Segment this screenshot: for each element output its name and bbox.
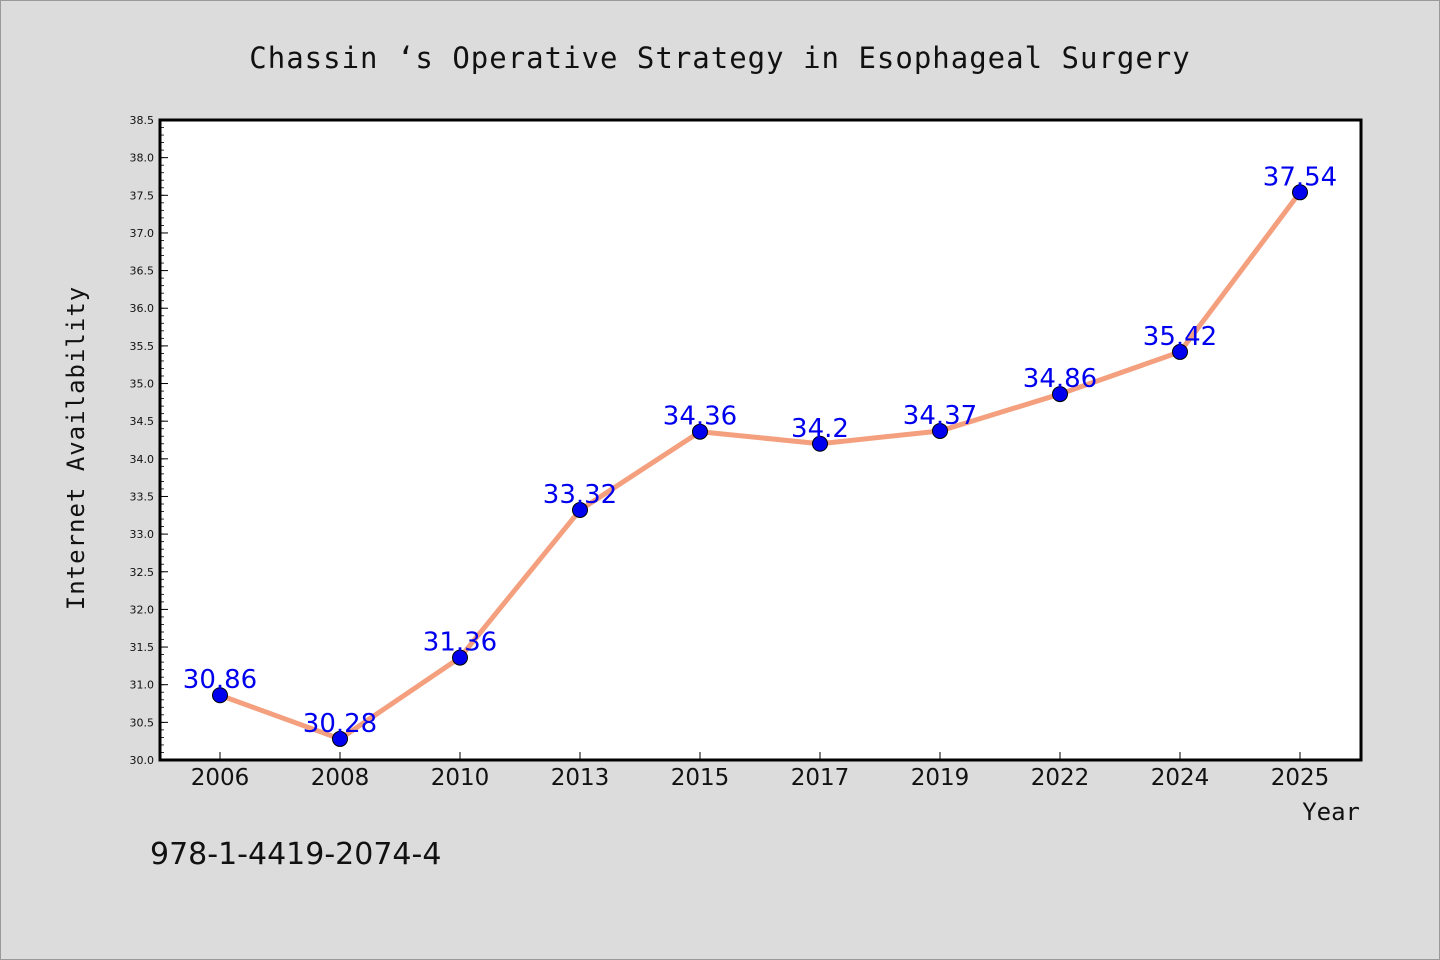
y-tick-label: 36.5: [130, 265, 155, 278]
data-point: [692, 423, 708, 440]
data-point: [1052, 386, 1068, 403]
y-tick-label: 32.0: [130, 603, 155, 616]
x-tick-label: 2010: [431, 765, 490, 791]
x-tick-label: 2008: [311, 765, 370, 791]
data-point: [812, 435, 828, 452]
x-tick-label: 2015: [671, 765, 730, 791]
y-tick-label: 38.0: [130, 152, 155, 165]
x-tick-label: 2022: [1031, 765, 1090, 791]
data-label: 37.54: [1263, 162, 1337, 192]
y-tick-label: 31.0: [130, 679, 155, 692]
series-line: [219, 190, 1302, 742]
data-label: 33.32: [543, 480, 617, 510]
x-tick-label: 2019: [911, 765, 970, 791]
y-tick-label: 34.0: [130, 453, 155, 466]
y-tick-label: 33.0: [130, 528, 155, 541]
chart-title: Chassin ‘s Operative Strategy in Esophag…: [249, 41, 1190, 75]
data-point: [1172, 343, 1188, 360]
data-label: 30.86: [183, 665, 257, 695]
y-tick-label: 38.5: [130, 114, 155, 127]
y-tick-label: 30.5: [130, 716, 155, 729]
x-tick-label: 2017: [791, 765, 850, 791]
y-tick-label: 34.5: [130, 415, 155, 428]
data-label: 34.36: [663, 402, 737, 432]
isbn-text: 978-1-4419-2074-4: [150, 837, 441, 872]
x-axis-label: Year: [1302, 798, 1360, 826]
x-tick-label: 2024: [1151, 765, 1210, 791]
x-tick-label: 2006: [191, 765, 250, 791]
y-tick-label: 35.0: [130, 378, 155, 391]
data-label: 34.86: [1023, 364, 1097, 394]
y-tick-label: 36.0: [130, 302, 155, 315]
y-axis-label: Internet Availability: [62, 286, 90, 610]
y-tick-label: 30.0: [130, 754, 155, 767]
x-tick-label: 2025: [1271, 765, 1330, 791]
data-label: 34.2: [791, 414, 849, 444]
data-label: 35.42: [1143, 322, 1217, 352]
data-point: [212, 687, 228, 704]
y-tick-label: 32.5: [130, 566, 155, 579]
data-point: [332, 730, 348, 747]
data-label: 31.36: [423, 628, 497, 658]
y-tick-label: 35.5: [130, 340, 155, 353]
series-layer: 30.86 30.28 31.36 33.32 34.36 34.2 34.37 34.86 3…: [183, 162, 1337, 747]
data-label: 30.28: [303, 709, 377, 739]
y-tick-label: 31.5: [130, 641, 155, 654]
data-point: [932, 422, 948, 439]
data-point: [572, 502, 588, 519]
plot-frame: [158, 118, 1363, 762]
y-tick-label: 33.5: [130, 490, 155, 503]
y-axis: 30.0 30.5 31.0 31.5 32.0 32.5 33.0 33.5 34.0 34.5…: [130, 114, 168, 767]
y-tick-label: 37.0: [130, 227, 155, 240]
x-tick-label: 2013: [551, 765, 610, 791]
x-axis: 2006 2008 2010 2013 2015 2017 2019 2022 2024 2025: [191, 752, 1330, 791]
data-label: 34.37: [903, 401, 977, 431]
data-point: [452, 649, 468, 666]
y-tick-label: 37.5: [130, 189, 155, 202]
data-point: [1292, 184, 1308, 201]
